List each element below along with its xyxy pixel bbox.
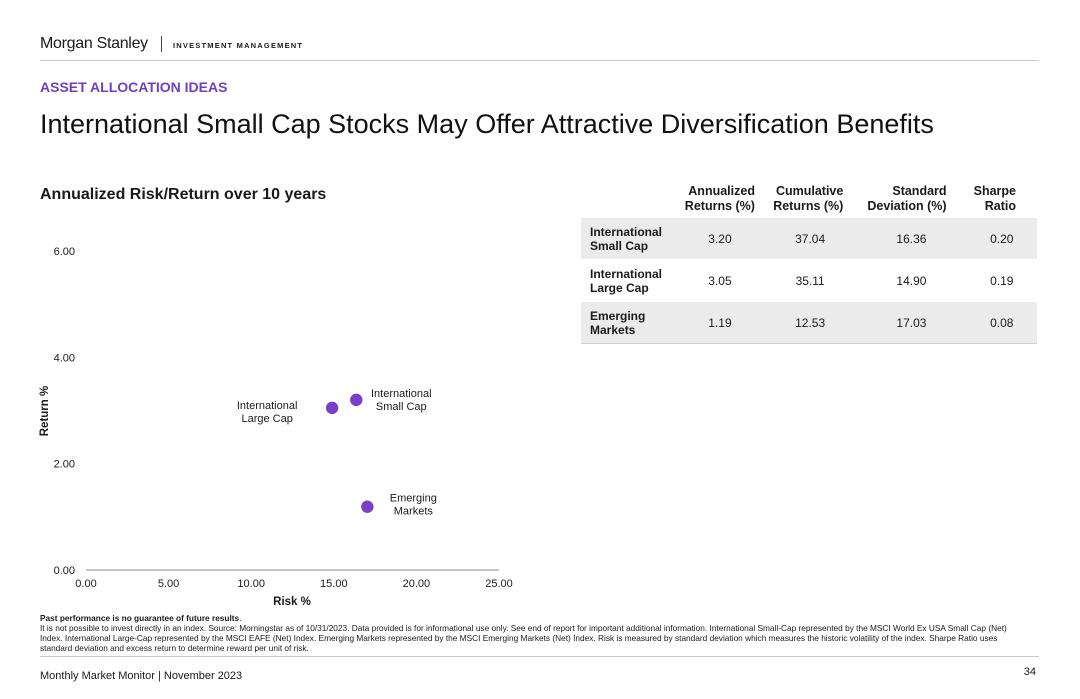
cell-annualized-return: 3.20 — [676, 218, 764, 260]
footnote-disclaimer: Past performance is no guarantee of futu… — [40, 613, 240, 623]
page-title: International Small Cap Stocks May Offer… — [40, 109, 934, 139]
cell-cumulative-return: 35.11 — [795, 273, 825, 288]
data-point-label: Emerging Markets — [390, 493, 437, 518]
table-row: International Small Cap 3.20 37.04 16.36 … — [581, 218, 1037, 260]
table-header-annualized-returns: Annualized Returns (%) — [684, 184, 755, 213]
table-row: Emerging Markets 1.19 12.53 17.03 0.08 — [581, 301, 1037, 344]
data-point — [350, 393, 363, 407]
cell-standard-deviation: 14.90 — [896, 273, 927, 288]
cell-standard-deviation: 17.03 — [856, 301, 967, 344]
footer-text: Monthly Market Monitor | November 2023 — [40, 670, 243, 682]
x-tick-label: 5.00 — [158, 578, 179, 590]
morgan-stanley-logo: Morgan Stanley — [40, 35, 148, 52]
x-tick-label: 20.00 — [403, 578, 431, 590]
x-tick-label: 15.00 — [320, 578, 348, 590]
row-label: International Large Cap — [590, 266, 663, 295]
x-tick-label: 25.00 — [485, 578, 513, 590]
cell-annualized-return: 1.19 — [676, 301, 764, 344]
section-label: ASSET ALLOCATION IDEAS — [40, 79, 228, 95]
footnote-text: It is not possible to invest directly in… — [40, 623, 1007, 653]
header-rule — [40, 60, 1039, 61]
cell-cumulative-return: 37.04 — [763, 218, 857, 260]
cell-annualized-return: 3.05 — [708, 273, 732, 288]
risk-return-table: Annualized Returns (%) Cumulative Returns … — [581, 180, 1037, 344]
y-axis-title: Return % — [39, 386, 51, 436]
table-header-row: Annualized Returns (%) Cumulative Returns … — [581, 180, 1037, 218]
row-label: Emerging Markets — [581, 301, 676, 344]
x-tick-label: 10.00 — [237, 578, 265, 590]
table-header-standard-deviation: Standard Deviation (%) — [867, 184, 947, 213]
y-tick-label: 2.00 — [54, 459, 75, 471]
cell-standard-deviation: 16.36 — [856, 218, 967, 260]
data-point — [361, 500, 374, 513]
table-row: International Large Cap 3.05 35.11 14.90 … — [581, 260, 1037, 302]
division-name: INVESTMENT MANAGEMENT — [173, 41, 304, 50]
risk-return-scatter-chart: 0.00 5.00 10.00 15.00 20.00 25.00 0.00 2.00 4.00… — [39, 246, 513, 608]
y-tick-label: 4.00 — [54, 352, 75, 364]
page-number: 34 — [1023, 666, 1036, 678]
y-tick-label: 0.00 — [54, 565, 75, 577]
data-point-label: International Large Cap — [237, 400, 298, 425]
table-header-sharpe-ratio: Sharpe Ratio — [973, 184, 1016, 213]
cell-sharpe-ratio: 0.20 — [966, 218, 1037, 260]
row-label: International Small Cap — [581, 218, 676, 260]
logo-divider — [161, 36, 162, 52]
footnote: Past performance is no guarantee of futu… — [40, 613, 1007, 653]
table-header-blank — [581, 180, 676, 218]
y-tick-label: 6.00 — [54, 246, 75, 258]
footer-rule — [40, 656, 1039, 657]
table-header-cumulative-returns: Cumulative Returns (%) — [773, 184, 844, 213]
cell-sharpe-ratio: 0.08 — [966, 301, 1037, 344]
cell-cumulative-return: 12.53 — [763, 301, 857, 344]
x-tick-label: 0.00 — [75, 578, 96, 590]
data-point — [325, 401, 339, 415]
cell-sharpe-ratio: 0.19 — [990, 273, 1014, 288]
x-axis-title: Risk % — [273, 596, 311, 608]
chart-title: Annualized Risk/Return over 10 years — [40, 186, 327, 203]
data-point-label: International Small Cap — [371, 388, 432, 413]
